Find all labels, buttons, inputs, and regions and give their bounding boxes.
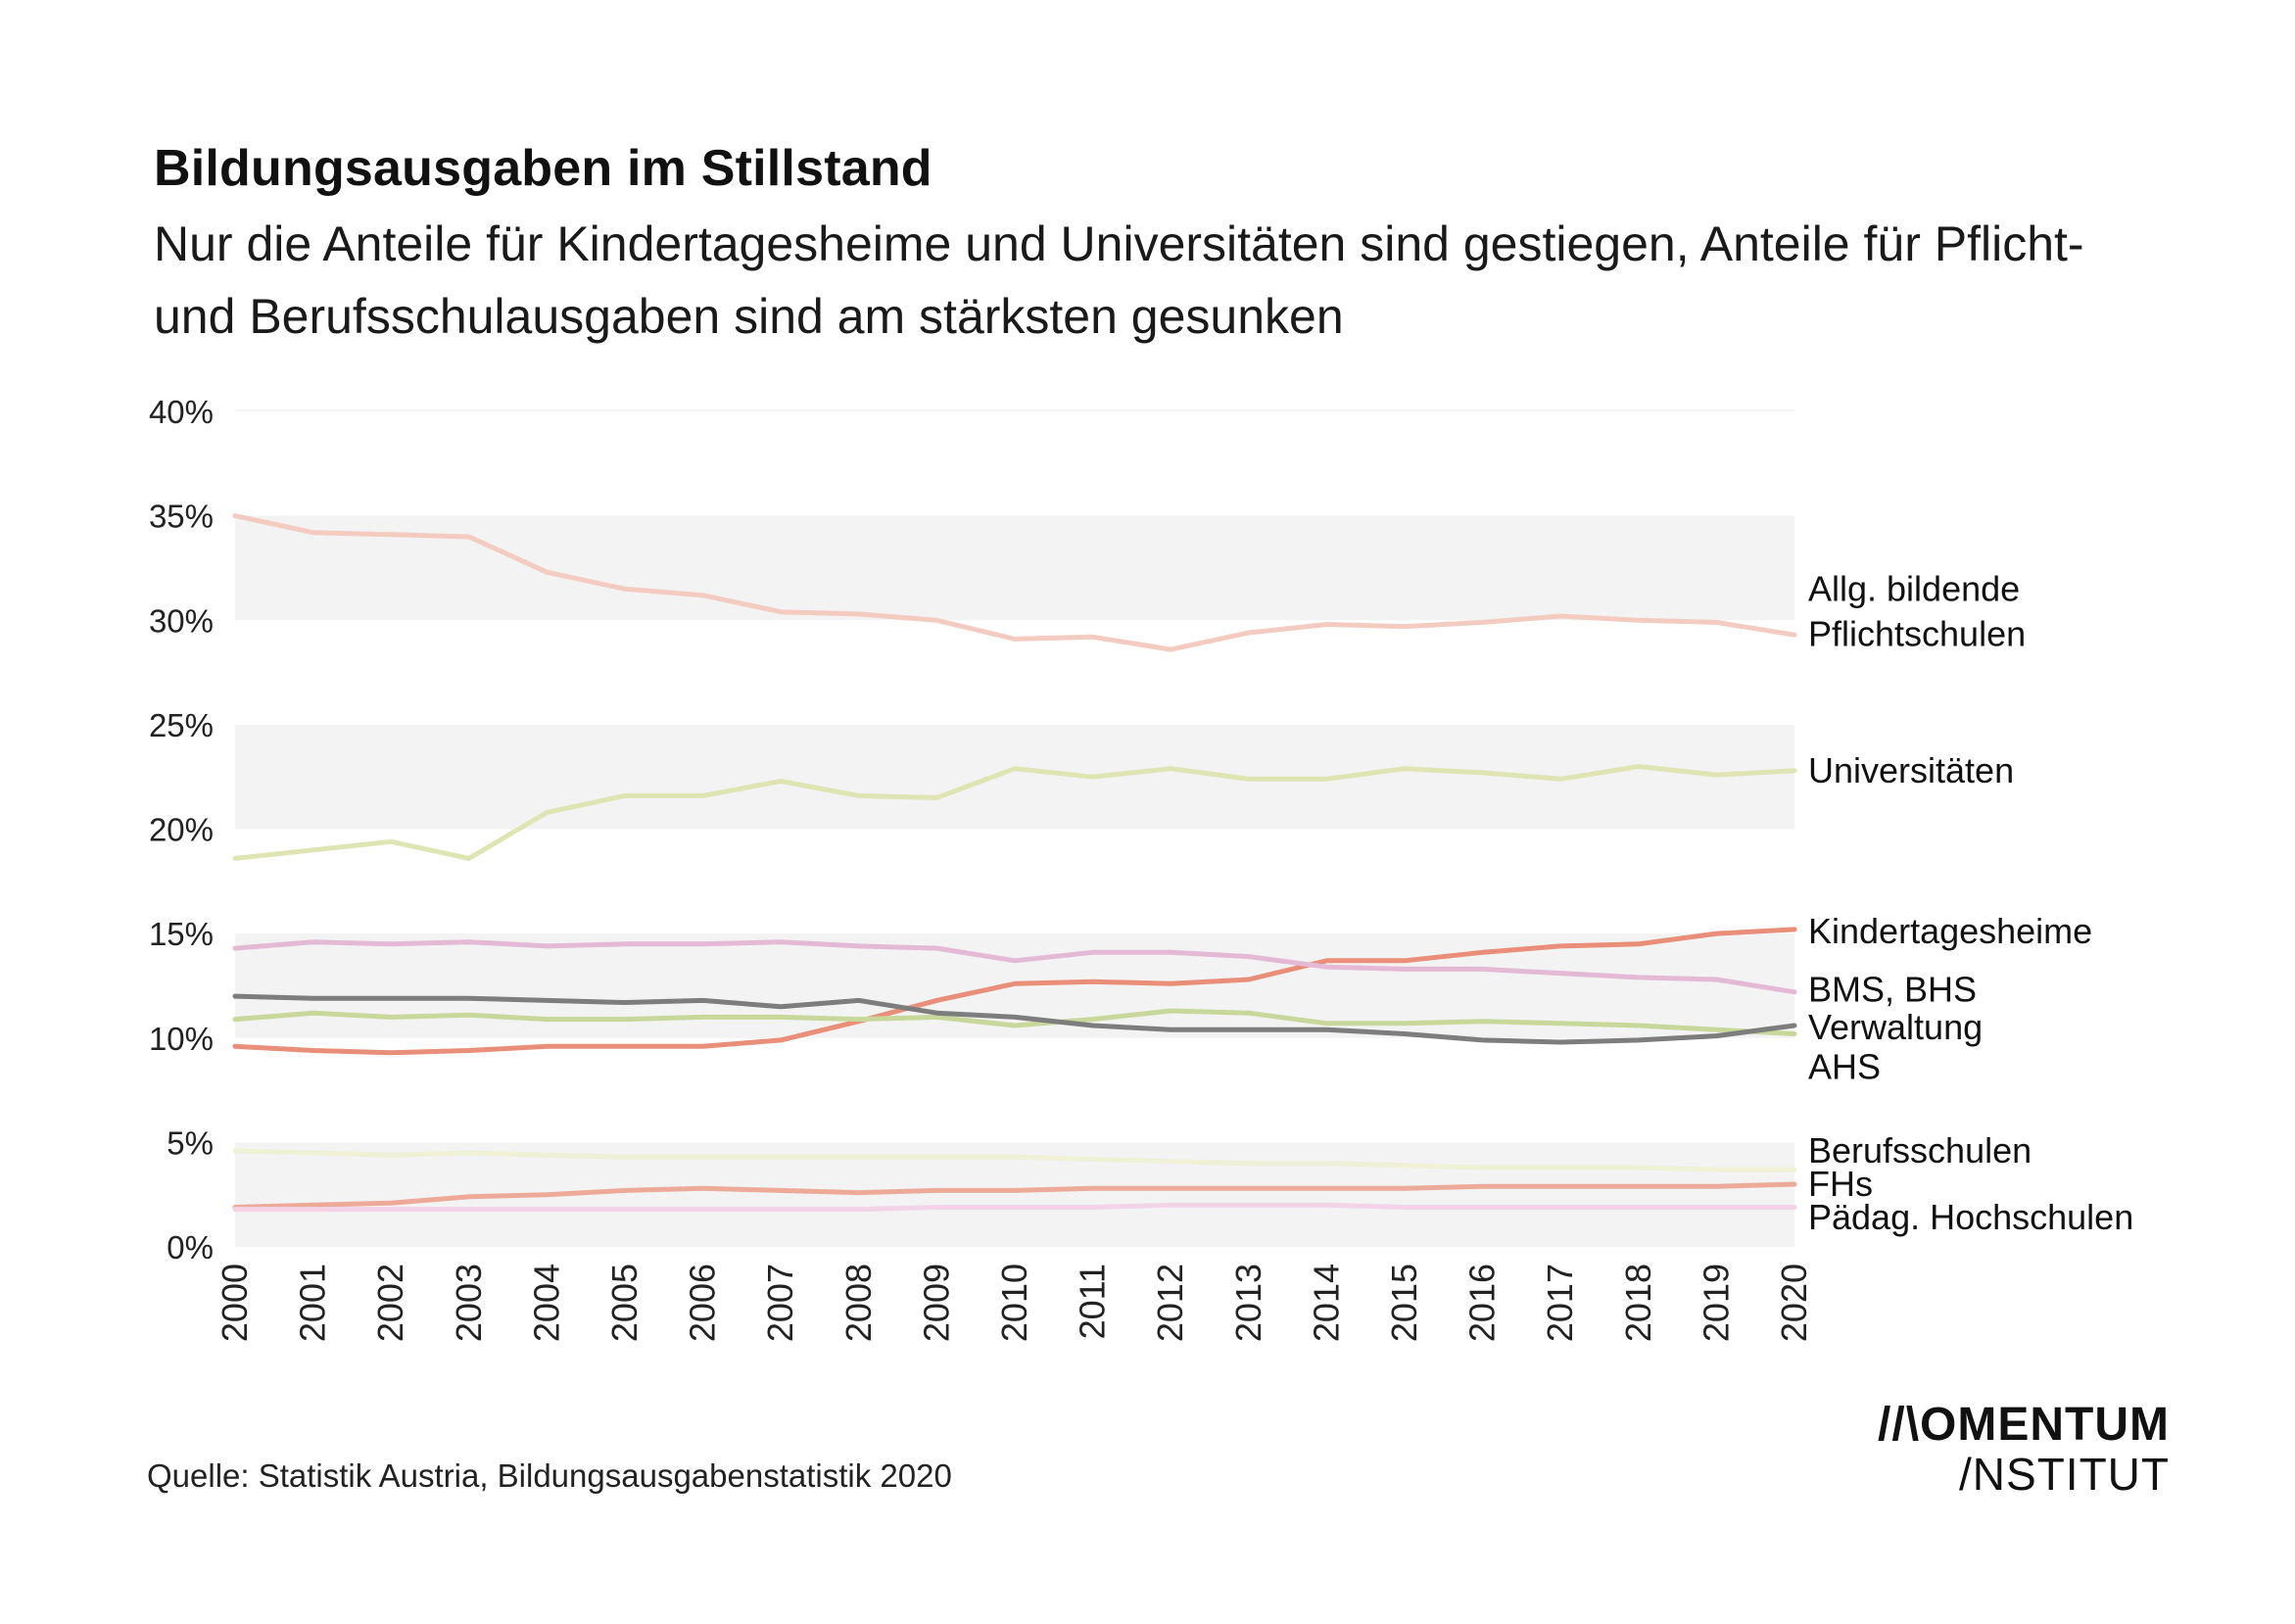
y-tick-label: 30% — [149, 602, 214, 639]
x-tick-label: 2013 — [1228, 1264, 1268, 1342]
series-label: FHs — [1808, 1164, 1873, 1204]
logo-line-2: /NSTITUT — [1959, 1449, 2170, 1500]
series-line — [232, 1202, 1797, 1213]
x-tick-label: 2016 — [1462, 1264, 1503, 1342]
y-axis-labels: 0% 5% 10% 15% 20% 25% 30% 35% 40% — [149, 394, 214, 1266]
series-label: Pädag. Hochschulen — [1808, 1197, 2133, 1237]
x-tick-label: 2014 — [1306, 1264, 1346, 1342]
x-tick-label: 2004 — [526, 1264, 566, 1342]
x-tick-label: 2008 — [838, 1264, 879, 1342]
series-label: AHS — [1808, 1047, 1881, 1087]
y-tick-label: 10% — [149, 1021, 214, 1057]
x-tick-label: 2003 — [449, 1264, 489, 1342]
y-tick-label: 25% — [149, 707, 214, 743]
source-note: Quelle: Statistik Austria, Bildungsausga… — [147, 1457, 952, 1494]
series-label: Allg. bildende — [1808, 569, 2020, 609]
series-line — [232, 513, 1797, 652]
y-tick-label: 5% — [167, 1124, 214, 1161]
chart-subtitle: Nur die Anteile für Kindertagesheime und… — [154, 216, 2084, 344]
series-line — [232, 927, 1797, 1056]
y-tick-label: 40% — [149, 394, 214, 430]
momentum-logo: //\OMENTUM /NSTITUT — [1876, 1399, 2170, 1500]
x-tick-label: 2007 — [760, 1264, 800, 1342]
grid-band-40-45 — [235, 409, 1794, 411]
series-line — [232, 1181, 1797, 1210]
series-labels: Allg. bildende Pflichtschulen Universitäte… — [1808, 569, 2133, 1237]
x-tick-label: 2005 — [604, 1264, 645, 1342]
x-tick-label: 2020 — [1774, 1264, 1814, 1342]
series-line — [232, 993, 1797, 1045]
y-tick-label: 20% — [149, 812, 214, 848]
series-label: Universitäten — [1808, 750, 2014, 790]
series-line — [232, 764, 1797, 861]
series-line — [232, 939, 1797, 995]
series-lines — [232, 513, 1797, 1213]
grid-band-30-35 — [235, 515, 1794, 621]
series-label: Kindertagesheime — [1808, 911, 2092, 951]
x-tick-label: 2015 — [1384, 1264, 1424, 1342]
series-label: Pflichtschulen — [1808, 614, 2026, 654]
series-line — [232, 1148, 1797, 1172]
x-tick-label: 2019 — [1696, 1264, 1736, 1342]
logo-line-1: //\OMENTUM — [1878, 1399, 2170, 1451]
chart-title: Bildungsausgaben im Stillstand — [154, 140, 932, 197]
x-axis-labels: 2000 2001 2002 2003 2004 2005 2006 2007 2008 2009… — [215, 1264, 1814, 1342]
x-tick-label: 2000 — [215, 1264, 255, 1342]
x-tick-label: 2011 — [1073, 1264, 1113, 1339]
series-label: Berufsschulen — [1808, 1130, 2032, 1170]
y-tick-label: 35% — [149, 499, 214, 535]
x-tick-label: 2017 — [1540, 1264, 1580, 1342]
y-tick-label: 0% — [167, 1229, 214, 1266]
series-label: BMS, BHS — [1808, 970, 1977, 1010]
x-tick-label: 2001 — [293, 1264, 333, 1342]
y-tick-label: 15% — [149, 916, 214, 952]
x-tick-label: 2012 — [1150, 1264, 1190, 1342]
x-tick-label: 2002 — [370, 1264, 410, 1342]
x-tick-label: 2018 — [1618, 1264, 1658, 1342]
x-tick-label: 2010 — [994, 1264, 1034, 1342]
series-label: Verwaltung — [1808, 1007, 1983, 1047]
x-tick-label: 2009 — [916, 1264, 956, 1342]
x-tick-label: 2006 — [683, 1264, 723, 1342]
series-line — [232, 1008, 1797, 1036]
